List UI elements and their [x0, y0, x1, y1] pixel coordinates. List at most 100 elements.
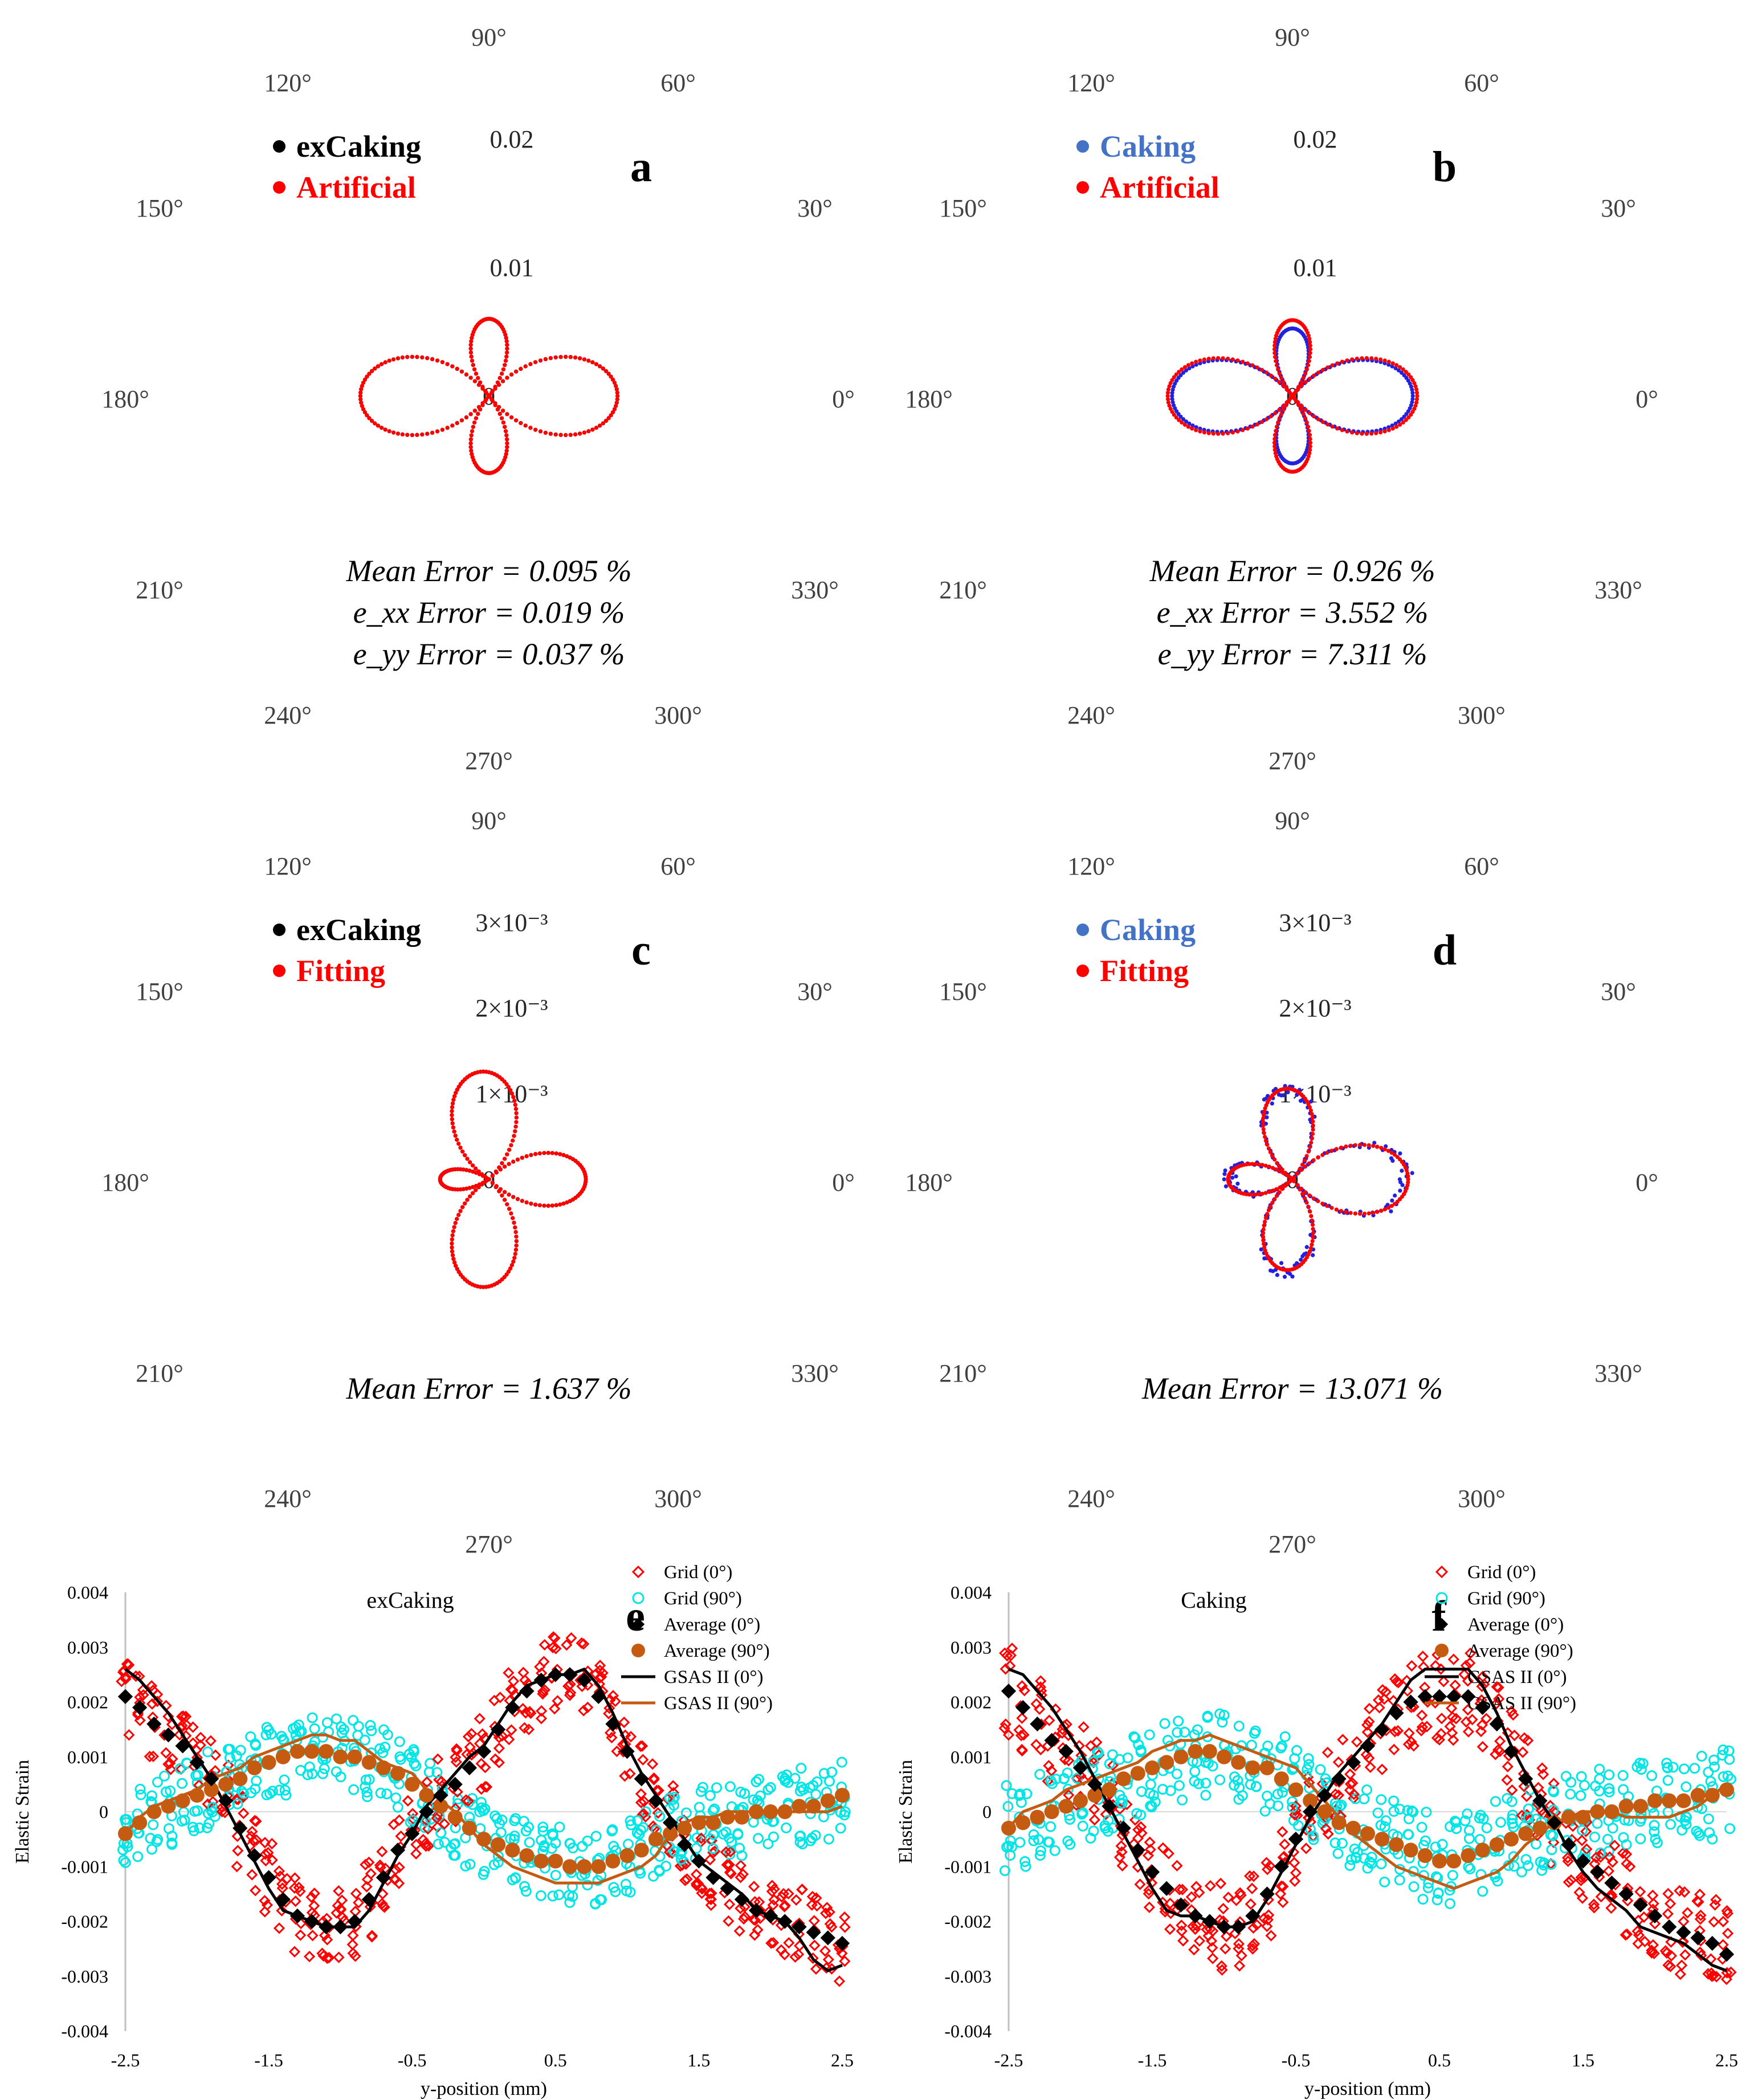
polar-point-artificial — [1211, 356, 1215, 361]
polar-point-fitting — [1250, 1192, 1255, 1197]
polar-point-artificial — [1340, 428, 1344, 432]
grid-90-point — [553, 1889, 565, 1901]
grid-0-point — [1709, 1899, 1721, 1911]
polar-point-fitting — [490, 1173, 495, 1178]
polar-point-fitting — [1270, 1166, 1275, 1170]
polar-point-artificial — [362, 377, 368, 382]
polar-point-artificial — [1198, 358, 1202, 363]
grid-90-point — [1233, 1721, 1245, 1732]
grid-90-point — [165, 1785, 176, 1796]
grid-90-point — [1276, 1741, 1287, 1752]
grid-90-point — [1388, 1795, 1400, 1807]
polar-point-artificial — [1307, 377, 1312, 381]
polar-point-artificial — [505, 445, 509, 450]
polar-point-artificial — [606, 416, 611, 420]
polar-point-fitting — [513, 1248, 519, 1252]
grid-0-point — [768, 1894, 780, 1906]
grid-0-point — [594, 1660, 606, 1672]
polar-point-artificial — [469, 433, 474, 438]
polar-point-artificial — [1272, 444, 1277, 449]
grid-0-point — [494, 1692, 506, 1703]
grid-90-point — [250, 1740, 262, 1751]
grid-0-point — [1215, 1960, 1227, 1972]
average-0-point — [175, 1738, 190, 1754]
polar-point-caking — [1265, 1115, 1269, 1120]
average-0-point — [247, 1848, 262, 1864]
grid-90-point — [365, 1720, 376, 1731]
angle-label-120: 120° — [264, 852, 312, 880]
polar-point-fitting — [537, 1203, 542, 1208]
polar-point-artificial — [505, 437, 509, 442]
polar-point-artificial — [1394, 363, 1399, 367]
average-90-point — [476, 1832, 491, 1847]
polar-point-fitting — [1405, 1183, 1410, 1188]
grid-90-point — [1403, 1813, 1414, 1825]
grid-0-point — [431, 1812, 443, 1824]
average-0-point — [634, 1771, 649, 1787]
grid-0-point — [323, 1951, 335, 1964]
grid-90-point — [264, 1788, 276, 1799]
grid-90-point — [495, 1827, 507, 1838]
polar-point-artificial — [1320, 367, 1325, 372]
grid-0-point — [793, 1948, 805, 1960]
grid-0-point — [749, 1914, 761, 1926]
grid-0-point — [1322, 1828, 1334, 1840]
grid-90-point — [638, 1822, 649, 1833]
polar-point-artificial — [1206, 431, 1211, 435]
polar-point-fitting — [1268, 1204, 1273, 1209]
polar-point-fitting — [1270, 1200, 1275, 1205]
grid-0-point — [1016, 1680, 1028, 1692]
grid-90-point — [823, 1833, 834, 1845]
polar-point-fitting — [1307, 1249, 1312, 1254]
error-text: Mean Error = 1.637 % — [346, 1371, 632, 1406]
polar-point-artificial — [586, 358, 591, 363]
polar-point-fitting — [452, 1094, 457, 1098]
grid-90-point — [189, 1805, 201, 1817]
grid-0-point — [1243, 1870, 1256, 1882]
grid-90-point — [1102, 1825, 1113, 1837]
panel-label-f: f — [1431, 1592, 1447, 1640]
grid-90-point — [518, 1816, 529, 1827]
grid-0-point — [1373, 1702, 1385, 1714]
grid-90-point — [166, 1831, 178, 1842]
polar-point-fitting — [463, 1201, 467, 1206]
polar-point-artificial — [471, 363, 475, 367]
grid-0-point — [1416, 1709, 1428, 1721]
average-90-point — [648, 1832, 663, 1847]
grid-0-point — [1006, 1643, 1018, 1654]
grid-0-point — [1725, 1966, 1737, 1978]
grid-90-point — [1292, 1820, 1304, 1831]
grid-0-point — [680, 1858, 692, 1870]
grid-0-point — [1662, 1908, 1674, 1920]
angle-label-150: 150° — [939, 978, 987, 1006]
polar-point-artificial — [1274, 363, 1279, 367]
grid-90-point — [1665, 1819, 1677, 1830]
polar-point-fitting — [464, 1168, 469, 1172]
legend-marker-excaking — [273, 924, 285, 936]
polar-point-fitting — [1262, 1223, 1266, 1228]
x-axis-label: y-position (mm) — [421, 2078, 547, 2099]
grid-90-point — [1179, 1726, 1190, 1738]
grid-0-point — [1157, 1842, 1169, 1854]
grid-90-point — [1474, 1834, 1486, 1845]
grid-90-point — [118, 1854, 129, 1866]
grid-90-point — [366, 1725, 377, 1737]
legend-label: Average (0°) — [1467, 1615, 1564, 1635]
polar-point-artificial — [1307, 432, 1312, 438]
polar-point-fitting — [450, 1237, 454, 1242]
polar-point-artificial — [1414, 400, 1419, 405]
polar-point-artificial — [1409, 375, 1413, 379]
polar-point-artificial — [1304, 367, 1309, 372]
grid-90-point — [1002, 1801, 1014, 1812]
grid-90-point — [1214, 1774, 1226, 1786]
radial-tick-label: 0.02 — [490, 125, 534, 153]
polar-point-fitting — [1311, 1127, 1315, 1132]
polar-point-artificial — [1316, 370, 1321, 375]
grid-90-point — [1303, 1759, 1315, 1770]
polar-point-artificial — [391, 357, 396, 362]
grid-90-point — [152, 1776, 163, 1788]
legend-marker-artificial — [1076, 181, 1089, 194]
average-0-point — [447, 1776, 463, 1792]
grid-0-point — [259, 1906, 271, 1918]
polar-point-artificial — [598, 364, 602, 369]
